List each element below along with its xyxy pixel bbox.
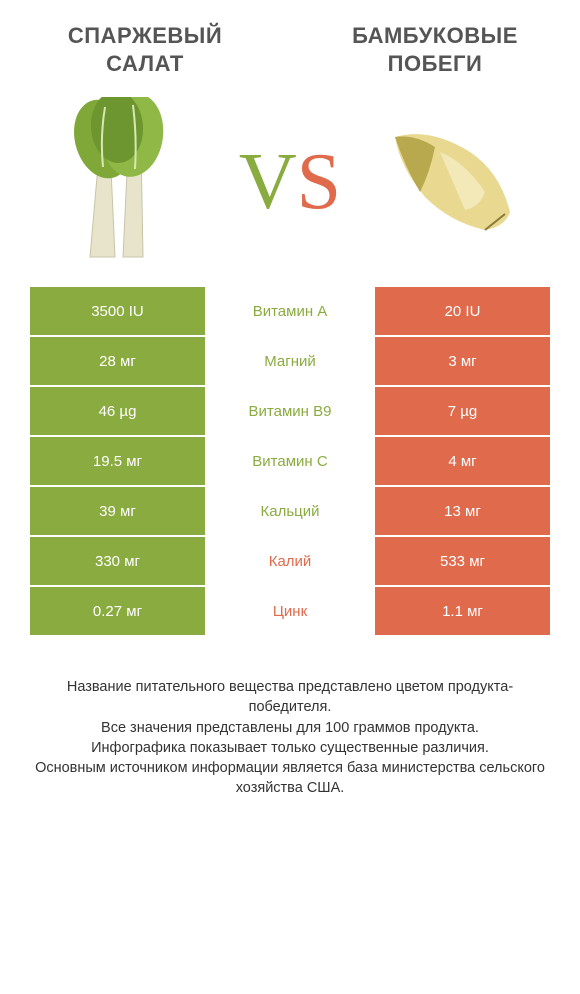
product-image-left	[40, 97, 210, 267]
footer-line: Название питательного вещества представл…	[30, 677, 550, 718]
value-right: 7 µg	[375, 387, 550, 435]
nutrient-label: Калий	[205, 537, 375, 585]
nutrient-label: Витамин A	[205, 287, 375, 335]
value-left: 19.5 мг	[30, 437, 205, 485]
footer-text: Название питательного вещества представл…	[0, 637, 580, 799]
nutrient-label: Кальций	[205, 487, 375, 535]
value-right: 3 мг	[375, 337, 550, 385]
value-left: 39 мг	[30, 487, 205, 535]
nutrient-label: Витамин B9	[205, 387, 375, 435]
title-right: БАМБУКОВЫЕ ПОБЕГИ	[320, 22, 550, 77]
table-row: 19.5 мгВитамин C4 мг	[30, 437, 550, 485]
title-left: СПАРЖЕВЫЙ САЛАТ	[30, 22, 260, 77]
table-row: 3500 IUВитамин A20 IU	[30, 287, 550, 335]
vs-v: V	[239, 138, 297, 226]
nutrient-label: Цинк	[205, 587, 375, 635]
footer-line: Все значения представлены для 100 граммо…	[30, 718, 550, 738]
product-image-right	[370, 97, 540, 267]
lettuce-icon	[45, 97, 205, 267]
footer-line: Инфографика показывает только существенн…	[30, 738, 550, 758]
value-left: 46 µg	[30, 387, 205, 435]
infographic-container: СПАРЖЕВЫЙ САЛАТ БАМБУКОВЫЕ ПОБЕГИ VS	[0, 0, 580, 994]
nutrient-label: Витамин C	[205, 437, 375, 485]
value-right: 1.1 мг	[375, 587, 550, 635]
value-left: 3500 IU	[30, 287, 205, 335]
vs-s: S	[297, 138, 342, 226]
table-row: 0.27 мгЦинк1.1 мг	[30, 587, 550, 635]
table-row: 28 мгМагний3 мг	[30, 337, 550, 385]
value-left: 330 мг	[30, 537, 205, 585]
nutrient-label: Магний	[205, 337, 375, 385]
comparison-table: 3500 IUВитамин A20 IU28 мгМагний3 мг46 µ…	[0, 287, 580, 637]
image-row: VS	[0, 87, 580, 287]
footer-line: Основным источником информации является …	[30, 758, 550, 799]
value-right: 20 IU	[375, 287, 550, 335]
bamboo-shoot-icon	[380, 112, 530, 252]
value-right: 4 мг	[375, 437, 550, 485]
header: СПАРЖЕВЫЙ САЛАТ БАМБУКОВЫЕ ПОБЕГИ	[0, 0, 580, 87]
value-left: 0.27 мг	[30, 587, 205, 635]
value-right: 13 мг	[375, 487, 550, 535]
table-row: 39 мгКальций13 мг	[30, 487, 550, 535]
table-row: 46 µgВитамин B97 µg	[30, 387, 550, 435]
value-right: 533 мг	[375, 537, 550, 585]
vs-label: VS	[239, 137, 341, 228]
table-row: 330 мгКалий533 мг	[30, 537, 550, 585]
value-left: 28 мг	[30, 337, 205, 385]
